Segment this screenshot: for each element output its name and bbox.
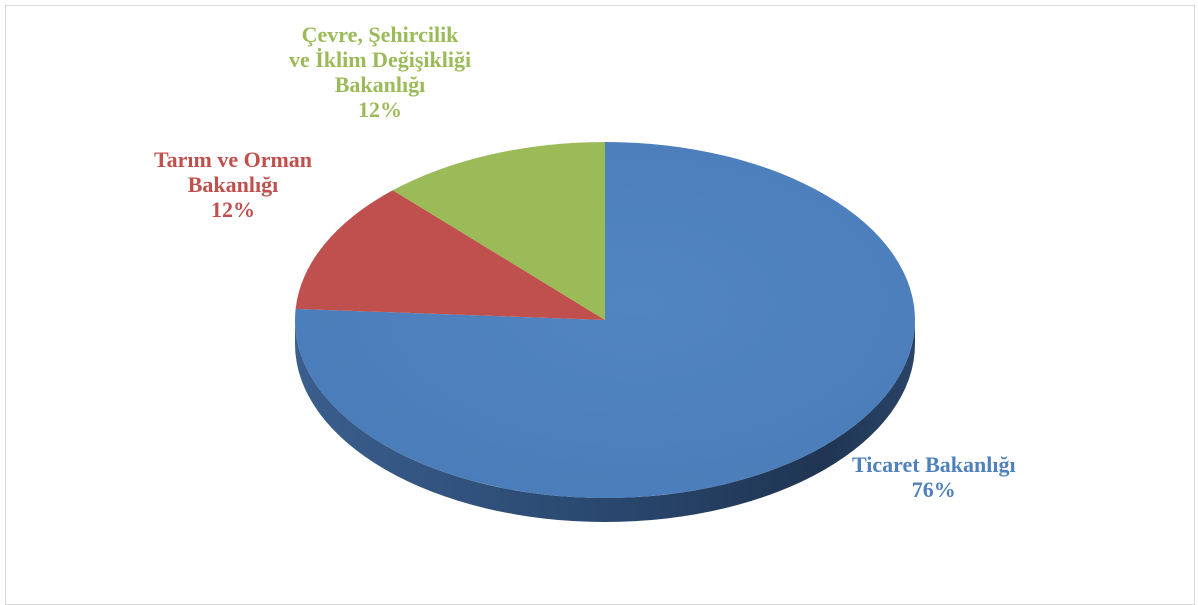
slice-label-ticaret-name: Ticaret Bakanlığı	[852, 452, 1016, 477]
pie-chart	[294, 141, 915, 522]
slice-label-cevre-name-line3: Bakanlığı	[334, 72, 426, 97]
slice-label-cevre-percent: 12%	[358, 97, 402, 122]
pie-slice-2	[392, 141, 605, 320]
slice-label-cevre: Çevre, Şehircilik ve İklim Değişikliği B…	[250, 22, 510, 122]
slice-label-tarim: Tarım ve Orman Bakanlığı 12%	[133, 147, 333, 222]
slice-label-ticaret-percent: 76%	[911, 477, 956, 502]
slice-label-ticaret: Ticaret Bakanlığı 76%	[852, 452, 1016, 502]
slice-label-tarim-percent: 12%	[211, 197, 255, 222]
slice-label-cevre-name-line2: ve İklim Değişikliği	[288, 47, 472, 72]
pie-top-layer	[294, 141, 915, 498]
slice-label-cevre-name-line1: Çevre, Şehircilik	[301, 22, 459, 47]
pie-slice-0	[294, 142, 915, 498]
slice-label-tarim-name-line2: Bakanlığı	[187, 172, 279, 197]
pie-slice-1	[295, 190, 605, 320]
slice-label-tarim-name-line1: Tarım ve Orman	[153, 147, 313, 172]
